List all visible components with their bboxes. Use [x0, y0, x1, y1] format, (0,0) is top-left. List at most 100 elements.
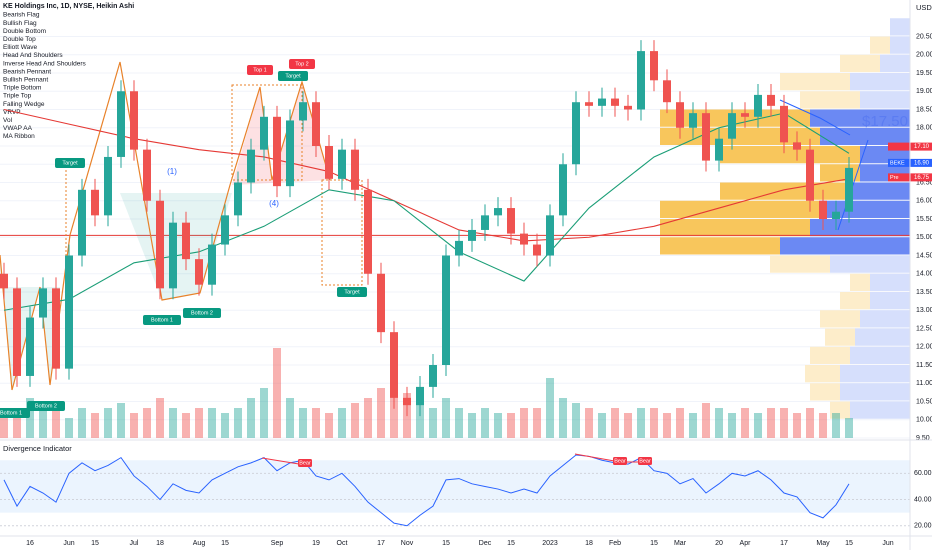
profile-down — [870, 292, 910, 310]
x-tick-label: 15 — [442, 540, 450, 547]
x-tick-label: 19 — [312, 540, 320, 547]
price-target-label: $17.50 — [862, 113, 908, 130]
volume-bar — [143, 408, 151, 438]
candle-body — [351, 149, 359, 190]
profile-down — [850, 346, 910, 364]
x-tick-label: Nov — [401, 540, 414, 547]
profile-down — [855, 328, 910, 346]
legend-item: Bullish Flag — [3, 20, 37, 27]
profile-up — [820, 310, 860, 328]
profile-up — [770, 255, 830, 273]
y-tick-label: 19.50 — [916, 70, 932, 77]
x-tick-label: Oct — [337, 540, 348, 547]
volume-bar — [26, 398, 34, 438]
y-tick-label: 20.00 — [916, 52, 932, 59]
profile-up — [660, 219, 810, 237]
rsi-line — [3, 454, 850, 527]
currency-label: USD — [916, 3, 932, 12]
divergence-badge — [613, 457, 627, 465]
x-tick-label: 20 — [715, 540, 723, 547]
volume-bar — [130, 413, 138, 438]
x-tick-label: 2023 — [542, 540, 558, 547]
candle-body — [364, 189, 372, 274]
candle-body — [195, 259, 203, 285]
volume-bar — [286, 398, 294, 438]
candle-body — [156, 200, 164, 289]
volume-bar — [299, 408, 307, 438]
x-tick-label: Jun — [63, 540, 74, 547]
profile-down — [890, 18, 910, 36]
rsi-tick-label: 20.00 — [914, 523, 932, 530]
volume-bar — [533, 408, 541, 438]
volume-bar — [156, 398, 164, 438]
volume-bar — [624, 413, 632, 438]
candle-body — [468, 229, 476, 241]
profile-up — [800, 91, 860, 109]
x-tick-label: 15 — [507, 540, 515, 547]
profile-up — [830, 401, 850, 419]
volume-bar — [689, 413, 697, 438]
y-tick-label: 11.00 — [916, 380, 932, 387]
profile-down — [840, 365, 910, 383]
x-tick-label: 18 — [156, 540, 164, 547]
annotation-label: Target — [285, 73, 301, 79]
y-tick-label: 13.50 — [916, 289, 932, 296]
profile-down — [860, 91, 910, 109]
candle-body — [104, 156, 112, 216]
price-tag-name: Pre — [890, 175, 899, 181]
annotation-badge — [143, 315, 181, 325]
candle-body — [689, 113, 697, 128]
profile-down — [820, 200, 910, 218]
candle-body — [117, 91, 125, 157]
volume-bar — [507, 413, 515, 438]
candle-body — [286, 120, 294, 187]
x-tick-label: 17 — [377, 540, 385, 547]
candle-body — [221, 215, 229, 245]
volume-bar — [832, 413, 840, 438]
x-tick-label: 17 — [780, 540, 788, 547]
profile-down — [860, 310, 910, 328]
volume-bar — [806, 408, 814, 438]
volume-bar — [611, 408, 619, 438]
legend-item: Double Top — [3, 36, 36, 43]
divergence-badge — [298, 459, 312, 467]
candle-body — [325, 146, 333, 179]
y-tick-label: 9.50 — [916, 435, 930, 442]
candle-body — [533, 244, 541, 256]
volume-bar — [676, 408, 684, 438]
candle-body — [715, 138, 723, 161]
divergence-line — [261, 457, 306, 466]
volume-bar — [13, 413, 21, 438]
candle-body — [845, 167, 853, 212]
x-tick-label: 15 — [91, 540, 99, 547]
candle-body — [663, 80, 671, 103]
y-tick-label: 20.50 — [916, 33, 932, 40]
y-tick-label: 18.50 — [916, 106, 932, 113]
y-tick-label: 15.00 — [916, 234, 932, 241]
candle-body — [572, 102, 580, 165]
y-tick-label: 10.50 — [916, 398, 932, 405]
profile-up — [810, 346, 850, 364]
volume-bar — [728, 413, 736, 438]
annotation-badge — [183, 308, 221, 318]
x-tick-label: 16 — [26, 540, 34, 547]
y-tick-label: 18.00 — [916, 125, 932, 132]
candle-body — [676, 102, 684, 128]
y-tick-label: 12.50 — [916, 325, 932, 332]
profile-up — [825, 328, 855, 346]
volume-bar — [247, 398, 255, 438]
x-tick-label: Sep — [271, 540, 284, 547]
divergence-label: Bear — [299, 460, 311, 466]
volume-bar — [520, 408, 528, 438]
candle-body — [208, 244, 216, 285]
ma-line — [3, 108, 850, 242]
legend-item: VRVP — [3, 109, 21, 116]
candle-body — [650, 51, 658, 81]
volume-bar — [273, 348, 281, 438]
candle-body — [130, 91, 138, 150]
profile-down — [840, 383, 910, 401]
annotation-badge — [337, 287, 367, 297]
y-tick-label: 12.00 — [916, 344, 932, 351]
profile-up — [820, 164, 860, 182]
wave-label: (4) — [269, 199, 279, 208]
